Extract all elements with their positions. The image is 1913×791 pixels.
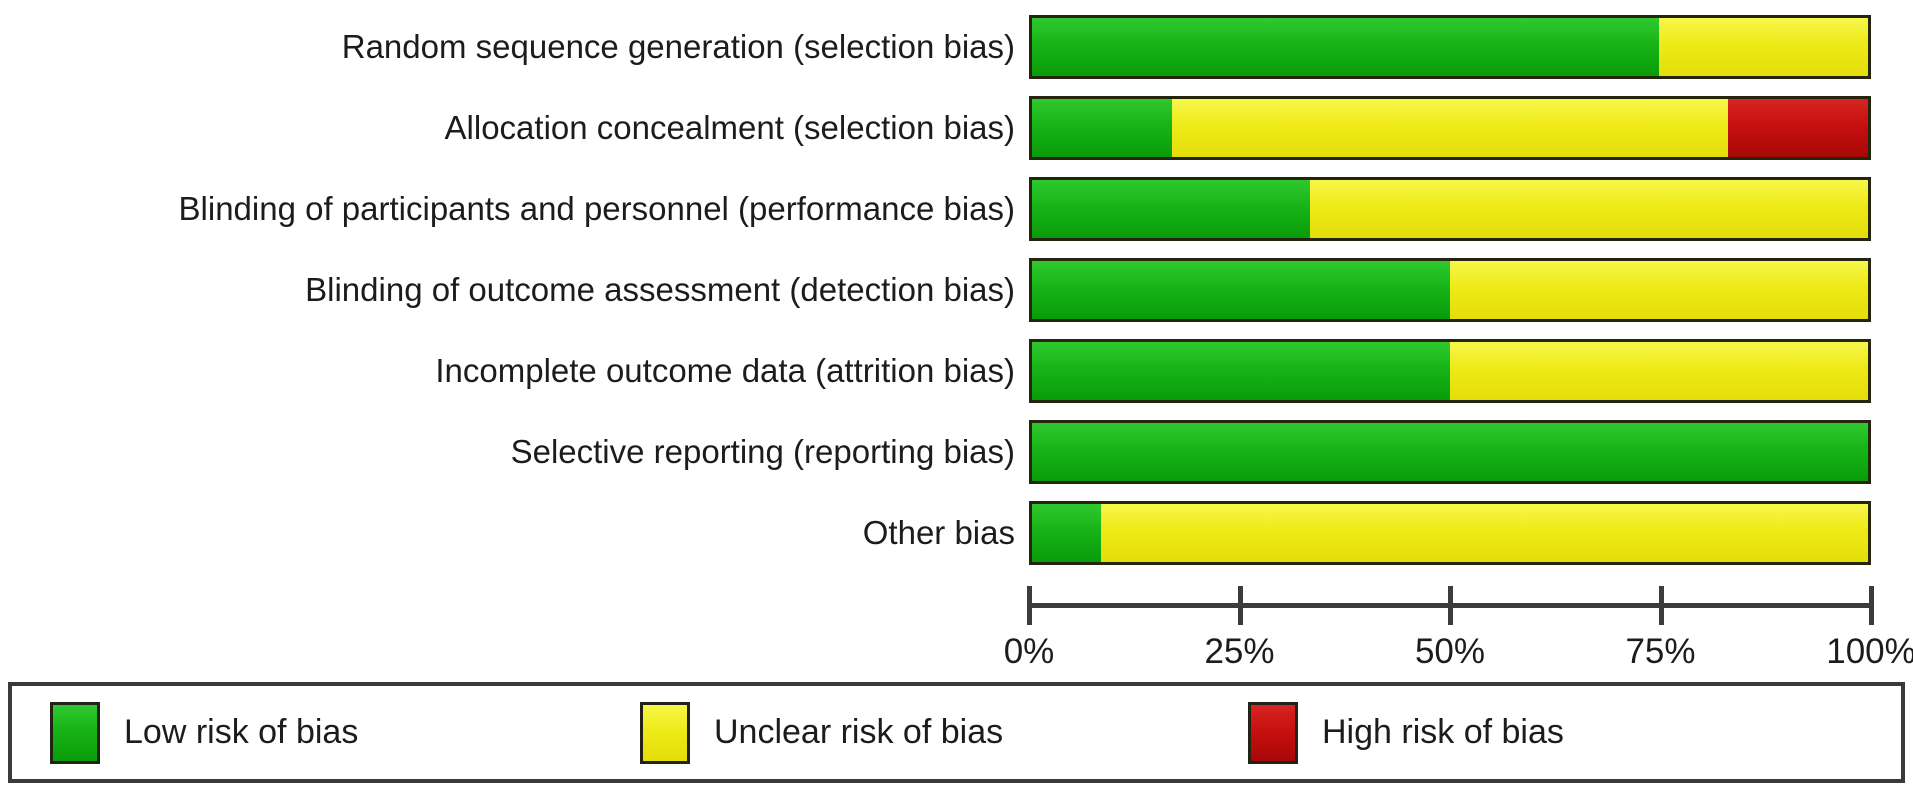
bar-segment-unclear-risk — [1310, 180, 1868, 238]
axis-tick-label: 50% — [1414, 632, 1486, 671]
stacked-bar — [1029, 501, 1871, 565]
stacked-bar — [1029, 339, 1871, 403]
bar-chart-area: Random sequence generation (selection bi… — [0, 15, 1913, 565]
axis-tick — [1237, 586, 1243, 625]
stacked-bar — [1029, 177, 1871, 241]
category-label: Blinding of participants and personnel (… — [178, 189, 1015, 227]
axis-tick-label: 75% — [1625, 632, 1696, 671]
x-axis: 0% 25% 50% 75% 100% — [1004, 586, 1913, 676]
stacked-bar — [1029, 96, 1871, 160]
bar-row: Random sequence generation (selection bi… — [0, 15, 1913, 79]
bar-segment-low-risk — [1032, 342, 1450, 400]
bar-segment-unclear-risk — [1450, 261, 1868, 319]
legend-item-low-risk: Low risk of bias — [50, 701, 359, 764]
category-label: Selective reporting (reporting bias) — [510, 432, 1015, 470]
bar-segment-low-risk — [1032, 180, 1311, 238]
category-label: Incomplete outcome data (attrition bias) — [435, 351, 1015, 389]
axis-tick — [1448, 586, 1453, 625]
axis-tick-label: 0% — [1003, 632, 1055, 671]
axis-tick — [1027, 586, 1032, 625]
category-label: Other bias — [862, 513, 1015, 551]
legend-item-unclear-risk: Unclear risk of bias — [640, 701, 1004, 764]
legend-item-high-risk: High risk of bias — [1248, 701, 1564, 764]
stacked-bar — [1029, 420, 1871, 484]
axis-tick-label: 100% — [1826, 632, 1913, 671]
legend-box: Low risk of bias Unclear risk of bias High… — [8, 682, 1905, 783]
bar-segment-unclear-risk — [1171, 99, 1729, 157]
legend-label: High risk of bias — [1322, 713, 1564, 751]
bar-row: Incomplete outcome data (attrition bias) — [0, 339, 1913, 403]
legend-swatch-unclear-risk — [640, 701, 690, 764]
bar-segment-unclear-risk — [1450, 342, 1868, 400]
bar-row: Other bias — [0, 501, 1913, 565]
stacked-bar — [1029, 15, 1871, 79]
legend-swatch-low-risk — [50, 701, 100, 764]
bar-segment-low-risk — [1032, 504, 1102, 562]
bar-segment-unclear-risk — [1101, 504, 1868, 562]
legend-swatch-high-risk — [1248, 701, 1298, 764]
axis-tick — [1869, 586, 1874, 625]
bar-segment-high-risk — [1728, 99, 1868, 157]
category-label: Random sequence generation (selection bi… — [341, 27, 1015, 65]
bar-row: Blinding of outcome assessment (detectio… — [0, 258, 1913, 322]
x-axis-row: 0% 25% 50% 75% 100% — [0, 586, 1913, 676]
bar-segment-low-risk — [1032, 261, 1450, 319]
bar-row: Allocation concealment (selection bias) — [0, 96, 1913, 160]
bar-segment-low-risk — [1032, 423, 1868, 481]
axis-tick — [1658, 586, 1664, 625]
category-label: Blinding of outcome assessment (detectio… — [305, 270, 1015, 308]
category-label: Allocation concealment (selection bias) — [444, 108, 1015, 146]
stacked-bar — [1029, 258, 1871, 322]
bar-row: Selective reporting (reporting bias) — [0, 420, 1913, 484]
legend-label: Unclear risk of bias — [714, 713, 1004, 751]
bar-segment-unclear-risk — [1659, 18, 1868, 76]
axis-spacer — [0, 586, 1029, 676]
bar-segment-low-risk — [1032, 99, 1172, 157]
bar-row: Blinding of participants and personnel (… — [0, 177, 1913, 241]
bar-segment-low-risk — [1032, 18, 1659, 76]
legend-label: Low risk of bias — [124, 713, 359, 751]
axis-tick-label: 25% — [1204, 632, 1275, 671]
